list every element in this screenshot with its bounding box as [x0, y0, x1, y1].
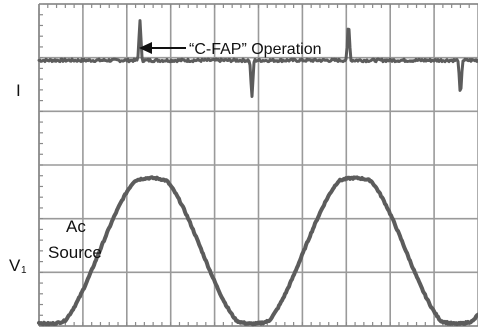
label-ac: Ac: [66, 217, 86, 236]
channel-label-i: I: [16, 81, 21, 100]
label-source: Source: [48, 243, 102, 262]
channel-label-v: V: [9, 256, 21, 275]
voltage-trace-v1: [37, 175, 478, 327]
channel-label-v-subscript: 1: [21, 265, 27, 276]
annotation-arrow: [139, 42, 186, 54]
annotation-cfap-operation: “C-FAP” Operation: [189, 41, 321, 58]
current-trace-i: [37, 19, 478, 98]
